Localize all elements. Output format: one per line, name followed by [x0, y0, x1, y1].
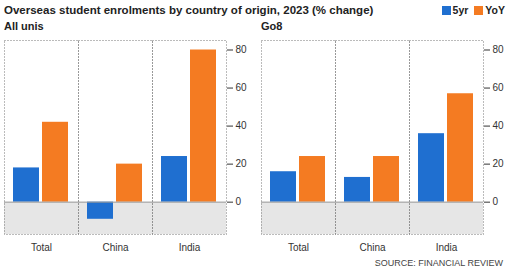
svg-text:India: India [179, 242, 201, 253]
svg-text:60: 60 [236, 82, 248, 93]
svg-text:India: India [436, 242, 458, 253]
svg-text:0: 0 [493, 196, 499, 207]
svg-text:China: China [102, 242, 129, 253]
svg-text:Total: Total [31, 242, 52, 253]
svg-text:60: 60 [493, 82, 505, 93]
svg-text:20: 20 [236, 158, 248, 169]
svg-text:20: 20 [493, 158, 505, 169]
svg-text:40: 40 [236, 120, 248, 131]
svg-text:40: 40 [493, 120, 505, 131]
html-text:5yr: 5yr [452, 4, 469, 16]
svg-text:80: 80 [493, 44, 505, 55]
html-text:YoY: YoY [485, 4, 505, 16]
html-text:All unis: All unis [4, 20, 44, 32]
svg-text:0: 0 [236, 196, 242, 207]
html-text:Go8: Go8 [261, 20, 283, 32]
svg-text:80: 80 [236, 44, 248, 55]
html-text:Overseas student enrolments by: Overseas student enrolments by country o… [4, 4, 374, 16]
svg-text:Total: Total [288, 242, 309, 253]
svg-text:China: China [359, 242, 386, 253]
html-text:SOURCE: FINANCIAL REVIEW: SOURCE: FINANCIAL REVIEW [374, 258, 503, 268]
